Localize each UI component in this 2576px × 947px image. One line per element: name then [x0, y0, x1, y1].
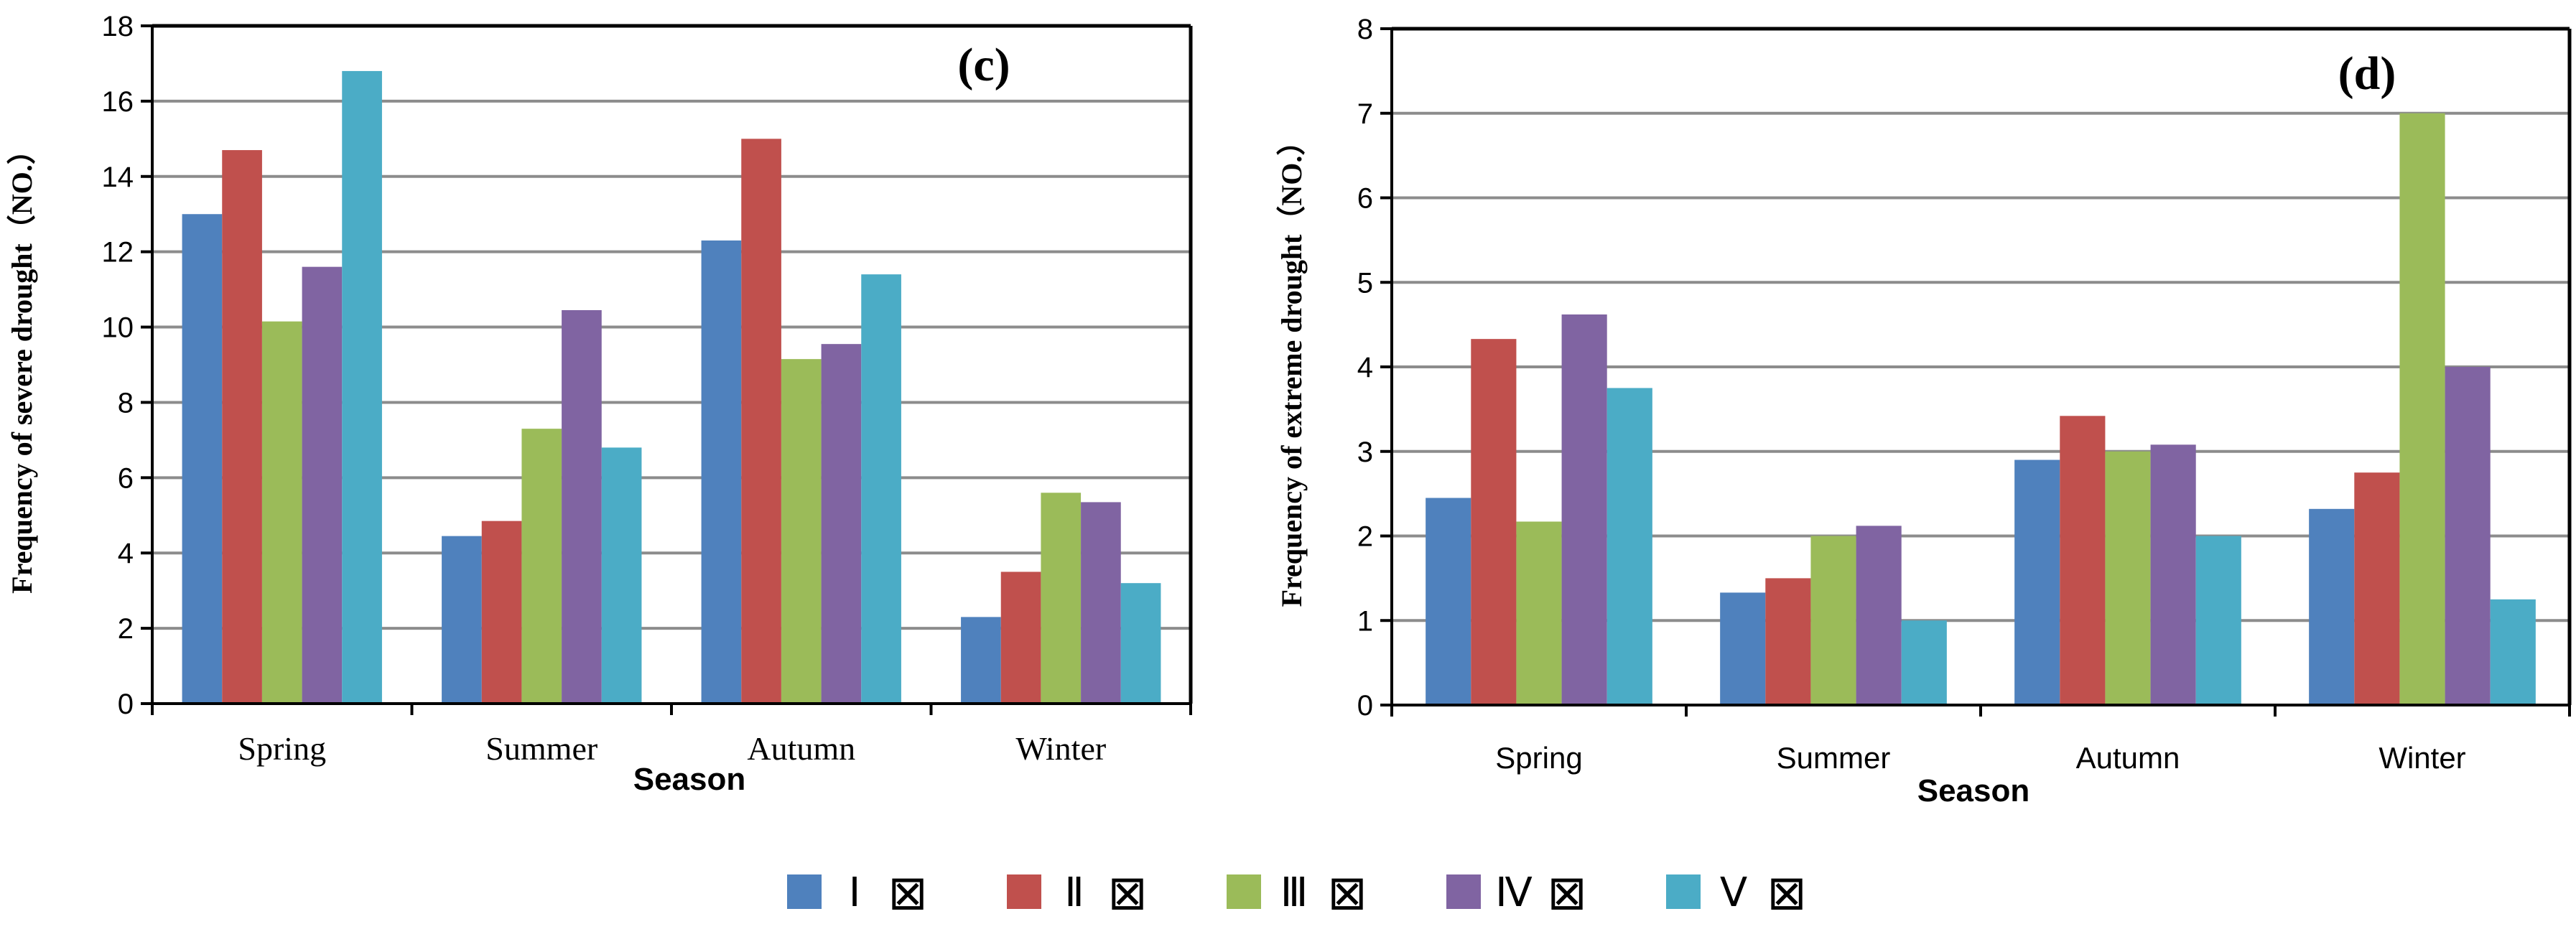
legend-label: Ⅱ [1064, 871, 1084, 915]
chart-d-bar [2060, 416, 2106, 705]
chart-c-bar [781, 359, 822, 704]
chart-c-bar [1120, 583, 1161, 704]
chart-d-bar [1720, 592, 1766, 705]
legend-label: Ⅳ [1495, 871, 1533, 915]
chart-c-bar [1041, 493, 1082, 704]
chart-c-y-tick-label: 16 [102, 86, 134, 118]
legend-swatch [787, 874, 822, 909]
chart-d-y-tick-label: 5 [1357, 267, 1373, 299]
chart-d-bar [2195, 536, 2241, 705]
chart-d-bar [1471, 339, 1517, 705]
chart-c-bar [342, 70, 382, 704]
chart-d-bar [1810, 536, 1856, 705]
legend-glyph: ⊠ [1547, 866, 1586, 919]
chart-d-bar [2354, 472, 2400, 705]
legend-swatch [1666, 874, 1701, 909]
chart-d-bar [1561, 314, 1607, 705]
chart-d-y-tick-label: 4 [1357, 352, 1373, 383]
chart-d-bar [1426, 498, 1471, 705]
chart-d-y-tick-label: 6 [1357, 183, 1373, 215]
chart-d-category-label: Summer [1777, 741, 1891, 775]
chart-d-bar [2014, 459, 2060, 705]
chart-d-category-label: Autumn [2076, 741, 2180, 775]
chart-d-bar [1606, 388, 1652, 705]
chart-c-bar [1081, 502, 1121, 704]
chart-c-category-label: Autumn [747, 730, 855, 767]
chart-d-bar [1856, 526, 1902, 705]
chart-c-bar [601, 447, 642, 704]
chart-c-y-tick-label: 10 [102, 312, 134, 344]
chart-c-y-tick-label: 8 [118, 387, 134, 419]
chart-c-bar [182, 214, 223, 704]
chart-d-bar [1901, 620, 1947, 705]
chart-c-y-tick-label: 6 [118, 462, 134, 494]
chart-c-y-tick-label: 14 [102, 162, 134, 193]
chart-d-category-label: Spring [1495, 741, 1582, 775]
chart-d-y-tick-label: 7 [1357, 98, 1373, 130]
legend-swatch [1007, 874, 1041, 909]
chart-c-y-tick-label: 18 [102, 11, 134, 42]
chart-c-y-tick-label: 0 [118, 689, 134, 720]
chart-d-bar [1516, 521, 1562, 705]
chart-c-bar [222, 150, 262, 704]
chart-d-bar [2309, 508, 2355, 705]
chart-c-category-label: Spring [238, 730, 326, 767]
chart-c-bar [701, 240, 742, 704]
chart-c-bar [481, 521, 522, 704]
chart-d-y-tick-label: 8 [1357, 14, 1373, 45]
chart-d-panel-label: (d) [2338, 47, 2396, 100]
legend: Ⅰ ⊠ Ⅱ ⊠ Ⅲ ⊠ Ⅳ ⊠ Ⅴ ⊠ [787, 866, 1807, 919]
chart-d-bar [2150, 444, 2196, 705]
chart-c-bar [302, 266, 343, 704]
chart-c-y-tick-label: 12 [102, 237, 134, 269]
chart-d-category-label: Winter [2379, 741, 2465, 775]
legend-label: Ⅴ [1720, 871, 1747, 915]
chart-d-bar [2445, 367, 2491, 705]
chart-c-bar [1000, 572, 1041, 704]
chart-c-bar [562, 309, 602, 704]
chart-d-bar [2490, 599, 2536, 705]
chart-c-bar [821, 344, 862, 704]
legend-label: Ⅰ [849, 871, 861, 915]
chart-c-category-label: Winter [1015, 730, 1106, 767]
chart-c-category-label: Summer [485, 730, 597, 767]
chart-c-bar [442, 536, 482, 704]
chart-d-y-tick-label: 2 [1357, 521, 1373, 553]
legend-label: Ⅲ [1280, 871, 1308, 915]
legend-glyph: ⊠ [888, 866, 927, 919]
legend-swatch [1227, 874, 1261, 909]
chart-d-bar [2399, 113, 2445, 705]
chart-d-bar [1765, 578, 1811, 705]
legend-glyph: ⊠ [1767, 866, 1806, 919]
chart-c-y-tick-label: 4 [118, 538, 134, 569]
chart-c-bar [741, 139, 781, 704]
chart-c-y-axis-title: Frequency of severe drought（NO.） [6, 136, 38, 594]
chart-c-bar [261, 321, 302, 704]
chart-c-x-axis-title: Season [633, 762, 746, 797]
chart-c-bar [861, 274, 901, 704]
legend-swatch [1446, 874, 1481, 909]
chart-c-panel-label: (c) [957, 39, 1010, 91]
chart-c-bar [961, 617, 1001, 704]
chart-panel-c: 0 2 4 6 8 10 12 14 16 18 Spring Summer Autumn Winter S… [6, 11, 1193, 797]
chart-d-y-axis-title: Frequency of extreme drought（NO.） [1275, 127, 1308, 607]
chart-panel-d: 0 1 2 3 4 5 6 7 8 Spring Summer Autumn Winter Season F… [1275, 14, 2572, 808]
legend-glyph: ⊠ [1327, 866, 1367, 919]
chart-d-y-tick-label: 1 [1357, 605, 1373, 637]
chart-d-y-tick-label: 0 [1357, 690, 1373, 722]
chart-d-bar [2105, 451, 2151, 705]
legend-glyph: ⊠ [1107, 866, 1147, 919]
chart-c-y-tick-label: 2 [118, 613, 134, 645]
chart-d-y-tick-label: 3 [1357, 437, 1373, 468]
chart-d-x-axis-title: Season [1917, 773, 2030, 808]
chart-c-bar [521, 429, 562, 704]
